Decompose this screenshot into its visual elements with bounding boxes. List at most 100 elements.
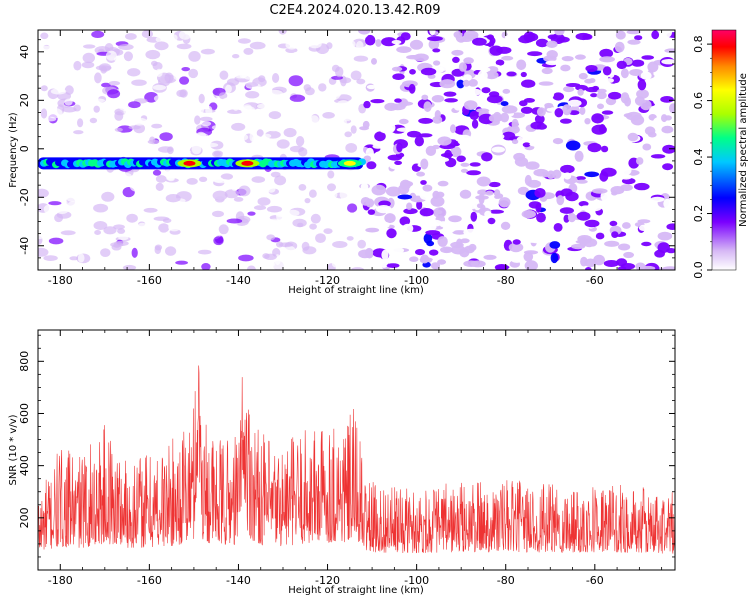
heatmap-cell xyxy=(623,113,633,118)
heatmap-cell xyxy=(94,72,102,84)
heatmap-cell xyxy=(575,176,586,181)
snr-series-line xyxy=(38,365,675,554)
heatmap-cell xyxy=(155,68,163,77)
heatmap-cell xyxy=(111,254,122,263)
heatmap-cell xyxy=(50,178,63,183)
heatmap-cell xyxy=(145,49,161,60)
heatmap-cell xyxy=(496,46,512,54)
heatmap-cell xyxy=(299,39,309,51)
heatmap-cell xyxy=(452,56,460,64)
heatmap-cell xyxy=(83,44,96,49)
heatmap-cell xyxy=(345,143,358,153)
heatmap-cell xyxy=(391,66,403,72)
heatmap-cell xyxy=(310,213,321,224)
heatmap-cell xyxy=(379,259,389,268)
snr-x-ticks: -180 -160 -140 -120 -100 -80 -60 xyxy=(37,330,663,587)
heatmap-x-tick-label: -80 xyxy=(497,274,515,287)
heatmap-cell xyxy=(653,206,662,217)
heatmap-cell xyxy=(451,49,464,56)
heatmap-panel: -180 -160 -140 -120 -100 -80 -60 -40 -20 0 20 40 H… xyxy=(8,29,676,296)
heatmap-cell xyxy=(141,30,153,39)
heatmap-cell xyxy=(384,213,396,224)
heatmap-cell xyxy=(272,73,280,83)
heatmap-cell xyxy=(640,71,652,80)
heatmap-cell xyxy=(386,263,400,268)
heatmap-cell xyxy=(481,152,493,162)
heatmap-cell xyxy=(197,249,212,255)
heatmap-cell xyxy=(365,198,375,208)
heatmap-cell xyxy=(532,154,540,161)
heatmap-cell xyxy=(448,215,462,223)
heatmap-cell xyxy=(60,46,74,55)
heatmap-cell xyxy=(651,30,660,40)
heatmap-cell xyxy=(305,116,313,123)
peak-core xyxy=(183,160,196,166)
heatmap-cell xyxy=(201,263,211,270)
heatmap-cell xyxy=(302,261,318,269)
heatmap-cell xyxy=(184,96,197,104)
heatmap-cell xyxy=(186,178,198,185)
heatmap-cell xyxy=(356,78,366,85)
heatmap-cell xyxy=(371,184,387,196)
heatmap-cell xyxy=(77,220,88,226)
heatmap-cell xyxy=(449,210,464,215)
heatmap-cell xyxy=(626,30,641,35)
heatmap-cell xyxy=(391,40,402,45)
heatmap-cell xyxy=(459,189,472,199)
heatmap-cell xyxy=(147,139,160,145)
heatmap-cell xyxy=(650,154,666,159)
heatmap-cell xyxy=(155,36,162,43)
heatmap-cell xyxy=(433,60,441,66)
heatmap-cell xyxy=(423,101,432,112)
heatmap-cell xyxy=(143,169,155,179)
heatmap-cell xyxy=(165,106,180,111)
heatmap-cell xyxy=(406,202,413,210)
heatmap-cell xyxy=(413,53,429,62)
heatmap-cell xyxy=(475,195,489,200)
heatmap-cell xyxy=(245,82,259,87)
heatmap-cell xyxy=(590,93,598,98)
heatmap-cell xyxy=(93,210,101,221)
heatmap-cell xyxy=(38,45,54,55)
heatmap-cell xyxy=(483,254,497,260)
heatmap-cell xyxy=(77,253,85,263)
heatmap-cell xyxy=(164,169,173,176)
heatmap-cell xyxy=(618,243,631,251)
heatmap-cell xyxy=(480,81,496,86)
heatmap-cell xyxy=(213,151,221,157)
heatmap-cell xyxy=(233,197,244,202)
heatmap-cell xyxy=(364,95,373,101)
heatmap-x-ticks: -180 -160 -140 -120 -100 -80 -60 xyxy=(37,30,663,287)
heatmap-cell xyxy=(247,211,256,216)
heatmap-cell xyxy=(315,233,326,244)
heatmap-cell xyxy=(472,37,487,46)
heatmap-cell xyxy=(266,205,283,213)
heatmap-y-tick-label: -40 xyxy=(18,237,31,255)
heatmap-cell xyxy=(396,127,412,132)
heatmap-cell xyxy=(333,49,349,59)
heatmap-cell xyxy=(627,132,639,142)
heatmap-cell xyxy=(227,109,243,114)
heatmap-cell xyxy=(304,141,317,147)
snr-x-tick-label: -80 xyxy=(497,574,515,587)
heatmap-cell xyxy=(554,108,564,118)
heatmap-cell xyxy=(534,114,545,124)
heatmap-cell xyxy=(657,231,673,241)
heatmap-cell xyxy=(460,168,469,173)
heatmap-cell xyxy=(249,41,266,50)
heatmap-cell xyxy=(598,124,606,134)
heatmap-cell xyxy=(485,190,494,196)
heatmap-cell xyxy=(416,200,423,210)
heatmap-cell xyxy=(556,36,570,43)
heatmap-cell xyxy=(316,122,326,131)
heatmap-cell xyxy=(40,108,48,119)
heatmap-cell xyxy=(611,191,618,196)
snr-y-tick-label: 400 xyxy=(18,455,31,476)
heatmap-cell xyxy=(563,172,572,180)
heatmap-cell xyxy=(48,237,64,245)
heatmap-cell xyxy=(181,110,197,120)
heatmap-cell xyxy=(267,89,283,98)
heatmap-cell xyxy=(442,224,456,234)
heatmap-cell xyxy=(440,153,454,158)
heatmap-cell xyxy=(403,208,418,215)
